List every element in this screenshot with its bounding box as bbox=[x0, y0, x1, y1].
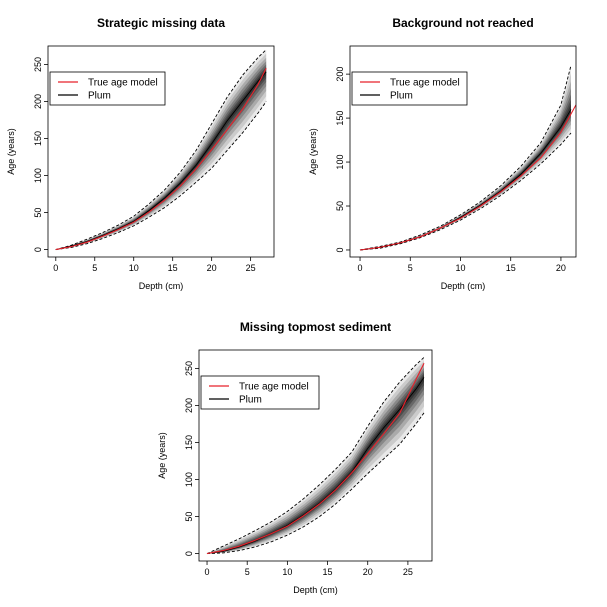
y-tick-label: 250 bbox=[33, 57, 43, 72]
y-tick-label: 100 bbox=[184, 472, 194, 487]
y-tick-label: 50 bbox=[335, 201, 345, 211]
legend-label: True age model bbox=[88, 78, 158, 89]
uncertainty-band bbox=[207, 357, 424, 554]
legend-box bbox=[49, 71, 166, 106]
legend-box bbox=[351, 71, 468, 106]
plot-frame bbox=[198, 349, 433, 562]
series-line-true-age-model bbox=[359, 104, 576, 251]
y-tick-label: 50 bbox=[184, 512, 194, 522]
uncertainty-band bbox=[207, 361, 424, 554]
y-tick-label: 100 bbox=[335, 155, 345, 170]
y-tick-label: 50 bbox=[33, 208, 43, 218]
x-tick-label: 20 bbox=[207, 263, 217, 273]
x-tick-label: 20 bbox=[363, 567, 373, 577]
x-axis-label: Depth (cm) bbox=[293, 585, 338, 595]
x-tick-label: 5 bbox=[245, 567, 250, 577]
x-tick-label: 10 bbox=[455, 263, 465, 273]
y-tick-label: 250 bbox=[184, 361, 194, 376]
legend-label: Plum bbox=[390, 91, 413, 102]
uncertainty-band bbox=[360, 99, 571, 250]
x-axis-label: Depth (cm) bbox=[139, 281, 184, 291]
plot-area bbox=[206, 357, 425, 555]
x-tick-label: 20 bbox=[556, 263, 566, 273]
upper-bound-line bbox=[55, 49, 267, 251]
x-tick-label: 15 bbox=[323, 567, 333, 577]
x-tick-label: 0 bbox=[53, 263, 58, 273]
x-tick-label: 15 bbox=[168, 263, 178, 273]
y-axis-label: Age (years) bbox=[6, 128, 16, 175]
upper-bound-line bbox=[206, 357, 425, 555]
y-axis-label: Age (years) bbox=[308, 128, 318, 175]
x-tick-label: 25 bbox=[246, 263, 256, 273]
y-tick-label: 0 bbox=[184, 551, 194, 556]
series-line-true-age-model bbox=[55, 67, 267, 251]
series-line-plum bbox=[55, 71, 267, 251]
y-tick-label: 0 bbox=[335, 247, 345, 252]
x-tick-label: 0 bbox=[205, 567, 210, 577]
y-tick-label: 200 bbox=[335, 67, 345, 82]
legend-label: Plum bbox=[88, 91, 111, 102]
x-tick-label: 10 bbox=[282, 567, 292, 577]
legend-box bbox=[200, 375, 320, 410]
legend-label: True age model bbox=[390, 78, 460, 89]
plot-frame bbox=[47, 45, 275, 258]
x-tick-label: 5 bbox=[92, 263, 97, 273]
y-tick-label: 200 bbox=[33, 94, 43, 109]
legend-label: Plum bbox=[239, 395, 262, 406]
uncertainty-band bbox=[55, 49, 267, 250]
x-tick-label: 5 bbox=[408, 263, 413, 273]
uncertainty-band bbox=[360, 94, 571, 251]
y-tick-label: 150 bbox=[335, 111, 345, 126]
uncertainty-band bbox=[360, 81, 571, 250]
series-line-plum bbox=[359, 109, 572, 251]
lower-bound-line bbox=[359, 132, 572, 251]
y-axis-label: Age (years) bbox=[157, 432, 167, 479]
y-tick-label: 100 bbox=[33, 168, 43, 183]
x-tick-label: 15 bbox=[506, 263, 516, 273]
x-tick-label: 0 bbox=[358, 263, 363, 273]
plot-frame bbox=[349, 45, 577, 258]
chart-title: Missing topmost sediment bbox=[240, 320, 391, 334]
series-line-true-age-model bbox=[206, 363, 425, 555]
upper-bound-line bbox=[359, 65, 572, 251]
chart-title: Strategic missing data bbox=[97, 16, 225, 30]
lower-bound-line bbox=[206, 412, 425, 555]
legend: True age model Plum bbox=[200, 375, 320, 410]
legend: True age model Plum bbox=[351, 71, 468, 106]
y-tick-label: 150 bbox=[33, 131, 43, 146]
uncertainty-band bbox=[360, 104, 571, 250]
y-tick-label: 0 bbox=[33, 247, 43, 252]
y-tick-label: 150 bbox=[184, 435, 194, 450]
plot-area bbox=[359, 65, 576, 251]
x-axis-label: Depth (cm) bbox=[441, 281, 486, 291]
plot-area bbox=[55, 49, 267, 251]
legend-label: True age model bbox=[239, 382, 309, 393]
lower-bound-line bbox=[55, 101, 267, 251]
legend: True age model Plum bbox=[49, 71, 166, 106]
y-tick-label: 200 bbox=[184, 398, 194, 413]
chart-title: Background not reached bbox=[392, 16, 533, 30]
uncertainty-band bbox=[360, 65, 571, 250]
x-tick-label: 10 bbox=[129, 263, 139, 273]
uncertainty-band bbox=[360, 88, 571, 250]
x-tick-label: 25 bbox=[403, 567, 413, 577]
